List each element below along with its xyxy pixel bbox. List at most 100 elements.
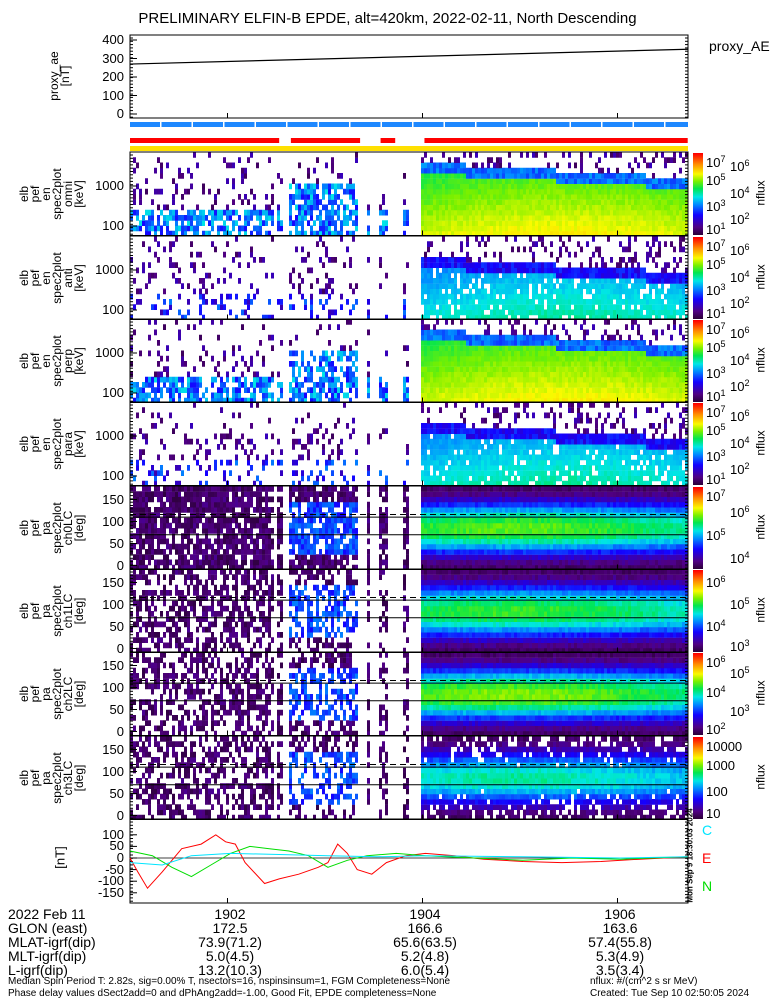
colorbar-tick-exponent: 4: [744, 550, 750, 561]
spectrogram-y-tick: 1000: [95, 345, 124, 360]
colorbar-tick-base: 10: [730, 504, 745, 520]
colorbar-tick-base: 10: [706, 256, 721, 272]
colorbar-tick-exponent: 2: [744, 461, 750, 472]
spectrogram-y-tick: 50: [109, 701, 124, 717]
colorbar-tick-base: 10: [730, 269, 745, 285]
mag-frame: [129, 818, 689, 904]
footer-note-phase: Phase delay values dSect2add=0 and dPhAn…: [8, 988, 437, 999]
spectrogram-frame-5: [129, 568, 689, 653]
colorbar-tick-base: 10: [706, 805, 721, 821]
spin-bar-segment: [445, 122, 475, 127]
colorbar-tick-exponent: 1: [720, 304, 726, 315]
spectrogram-y-tick: 0: [116, 557, 124, 573]
colorbar-tick-base: 1000: [706, 757, 735, 773]
colorbar-tick-base: 10: [706, 684, 721, 700]
colorbar-tick-base: 10: [706, 305, 721, 321]
colorbar-tick-base: 10: [706, 239, 721, 254]
spin-bar-segment: [539, 122, 570, 127]
colorbar-tick-base: 10: [730, 212, 745, 228]
colorbar-tick-label: 102: [730, 461, 750, 478]
spectrogram-y-tick: 1000: [95, 262, 124, 277]
footer-row-value: 5.3(4.9): [595, 948, 645, 964]
footer-row-value: 65.6(63.5): [393, 934, 457, 950]
spectrogram-y-tick: 100: [102, 302, 124, 317]
mag-y-tick: -150: [97, 884, 124, 900]
colorbar-tick-base: 10: [730, 243, 745, 259]
spectrogram-y-tick: 50: [109, 785, 124, 801]
colorbar-tick-base: 10: [730, 379, 745, 395]
footer-row-label: L-igrf(dip): [8, 962, 68, 978]
colorbar-tick-exponent: 5: [720, 255, 726, 266]
spectrogram-y-tick: 100: [102, 596, 124, 612]
colorbar-tick-exponent: 1: [720, 470, 726, 481]
footer-row-value: 57.4(55.8): [588, 934, 652, 950]
spectrogram-y-tick: 150: [102, 741, 124, 757]
spectrogram-frame-2: [129, 318, 689, 403]
proxy-ae-legend: proxy_AE: [709, 38, 770, 54]
colorbar-tick-label: 105: [730, 665, 749, 680]
footer-note-units: nflux: #/(cm^2 s sr MeV): [590, 976, 698, 987]
colorbar-tick-exponent: 4: [720, 618, 726, 629]
colorbar-tick-label: 105: [706, 255, 726, 272]
colorbar-tick-base: 10: [730, 352, 745, 368]
spectrogram-en-1: [130, 236, 688, 320]
colorbar-tick-base: 10: [706, 721, 721, 737]
mag-series-N: [129, 845, 688, 878]
colorbar-tick-exponent: 2: [720, 720, 726, 731]
footer-row-label: MLAT-igrf(dip): [8, 934, 96, 950]
colorbar-tick-label: 104: [730, 550, 750, 566]
footer-row-label: MLT-igrf(dip): [8, 948, 87, 964]
colorbar-tick-exponent: 6: [744, 408, 750, 419]
colorbar-tick-label: 105: [706, 527, 725, 542]
colorbar-tick-label: 104: [730, 269, 749, 285]
footer-row-value: 6.0(5.4): [400, 962, 450, 978]
footer-row-value: 1904: [409, 906, 441, 922]
spectrogram-y-tick: 0: [116, 807, 124, 823]
colorbar-tick-label: 10: [706, 807, 720, 820]
colorbar-tick-base: 10: [706, 322, 721, 337]
mag-legend-N: N: [702, 878, 713, 894]
colorbar-tick-exponent: 4: [720, 683, 726, 694]
footer-row-label: 2022 Feb 11: [8, 906, 86, 922]
colorbar-tick-label: 103: [706, 197, 726, 214]
mag-y-tick: -50: [105, 861, 124, 877]
footer-row-value: 5.0(4.5): [205, 948, 255, 964]
mag-y-tick: -100: [97, 873, 124, 889]
spectrogram-pa-6: [130, 652, 688, 736]
colorbar-tick-label: 106: [730, 243, 749, 259]
mag-y-tick: 100: [102, 826, 124, 842]
footer-note-spin: Median Spin Period T: 2.82s, sig=0.00% T…: [8, 976, 451, 987]
colorbar: [693, 737, 703, 819]
colorbar-tick-exponent: 3: [720, 447, 726, 458]
spin-bar-segment: [319, 122, 349, 127]
spectrogram-frame-7: [129, 735, 689, 820]
colorbar-tick-base: 10: [706, 655, 721, 670]
spin-bar-segment: [508, 122, 538, 127]
colorbar-tick-base: 10: [706, 422, 721, 438]
colorbar-tick-label: 101: [706, 220, 726, 236]
colorbar-tick-base: 10: [730, 462, 745, 478]
mag-series-C: [129, 852, 688, 866]
science-zone-bar-segment: [424, 138, 688, 143]
colorbar-tick-label: 102: [730, 212, 749, 228]
colorbar-tick-exponent: 4: [744, 351, 750, 362]
spin-bar-segment: [634, 122, 664, 127]
spectrogram-y-tick: 100: [102, 385, 124, 400]
colorbar-tick-label: 105: [730, 597, 749, 612]
footer-row-value: 1902: [214, 906, 246, 922]
proxy-ae-line: [129, 48, 688, 65]
colorbar-tick-label: 104: [706, 683, 726, 700]
spin-bar-segment: [256, 122, 286, 127]
spectrogram-y-tick: 100: [102, 513, 124, 529]
footer-note-created: Created: Tue Sep 10 02:50:05 2024: [590, 988, 750, 999]
colorbar-tick-exponent: 3: [720, 364, 726, 375]
colorbar-tick-label: 106: [730, 325, 750, 341]
colorbar-tick-exponent: 2: [744, 378, 750, 389]
colorbar-tick-exponent: 3: [720, 197, 726, 208]
colorbar-tick-base: 10: [706, 198, 721, 214]
colorbar-tick-exponent: 6: [744, 325, 750, 336]
colorbar-tick-base: 10: [706, 575, 721, 591]
spin-bar-segment: [382, 122, 412, 127]
colorbar-tick-exponent: 1: [720, 220, 726, 231]
